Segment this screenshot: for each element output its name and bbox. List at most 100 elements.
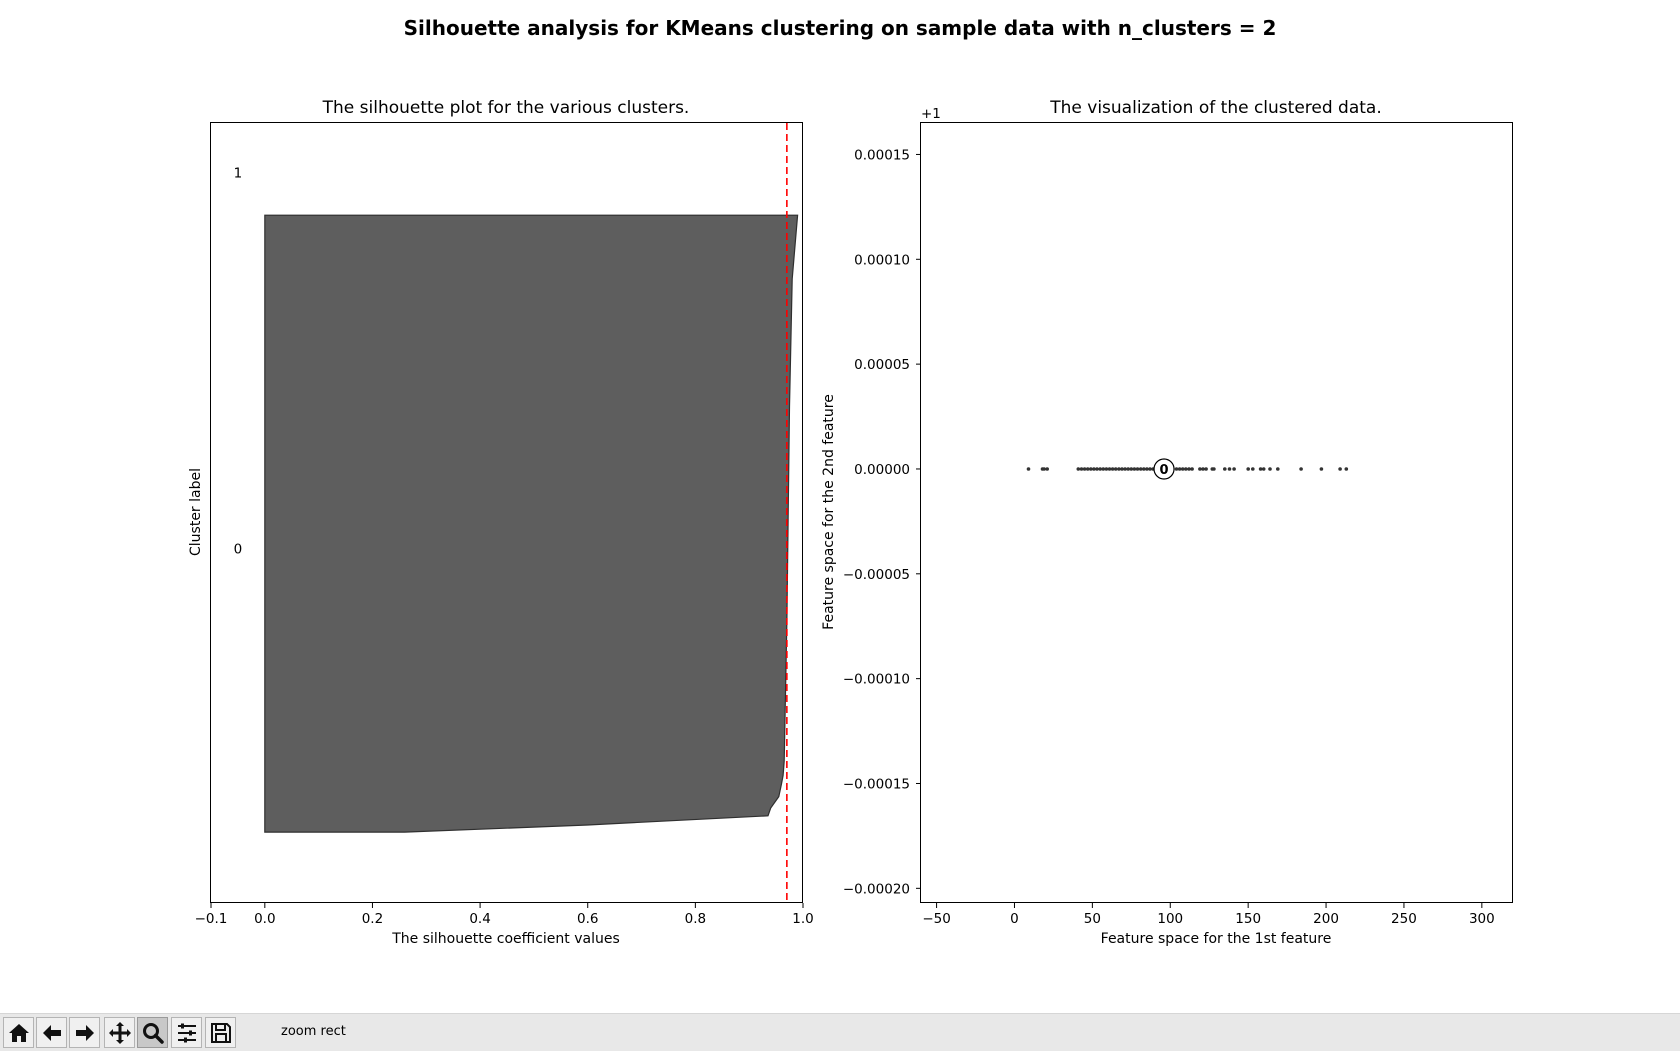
back-button[interactable] (36, 1017, 67, 1048)
data-point (1212, 467, 1216, 471)
cluster-scatter-ytick-label: −0.00015 (843, 776, 910, 792)
data-point (1042, 467, 1046, 471)
data-point (1251, 467, 1255, 471)
silhouette-plot-xtick-label: 0.4 (469, 911, 490, 927)
cluster-scatter-ylabel: Feature space for the 2nd feature (821, 394, 837, 630)
figure-suptitle: Silhouette analysis for KMeans clusterin… (404, 16, 1277, 40)
data-point (1026, 467, 1031, 471)
data-point (1082, 467, 1087, 471)
data-point (1180, 467, 1185, 471)
data-point (1079, 467, 1084, 471)
data-point (1190, 467, 1194, 471)
pan-button[interactable] (104, 1017, 135, 1048)
data-point (1198, 467, 1202, 471)
cluster-scatter-ytick-label: −0.00005 (843, 567, 910, 583)
save-button[interactable] (205, 1017, 236, 1048)
cluster-label-1: 1 (234, 166, 243, 182)
cluster-scatter-y-offset-text: +1 (921, 106, 941, 122)
silhouette-plot-xtick-label: −0.1 (195, 911, 228, 927)
data-point (1098, 467, 1102, 471)
data-point (1145, 467, 1149, 471)
data-point (1138, 467, 1143, 471)
data-point (1204, 467, 1208, 471)
navigation-toolbar: zoom rect (0, 1013, 1680, 1051)
data-point (1092, 467, 1096, 471)
arrow-left-icon (42, 1024, 61, 1041)
data-point (1232, 467, 1236, 471)
cluster-scatter-xtick-label: 150 (1235, 911, 1261, 927)
data-point (1184, 467, 1188, 471)
silhouette-plot-axes[interactable]: −0.1 0.0 0.2 0.4 0.6 0.8 1.0 0 1 The silhouette … (188, 98, 814, 947)
data-point (1344, 467, 1349, 471)
data-point (1104, 467, 1109, 471)
data-point (1089, 467, 1093, 471)
data-point (1268, 467, 1272, 471)
silhouette-plot-xtick-label: 1.0 (792, 911, 813, 927)
sliders-icon (177, 1023, 196, 1042)
data-point (1174, 467, 1179, 471)
data-point (1123, 467, 1127, 471)
cluster-center-label: 0 (1160, 463, 1169, 478)
cluster-scatter-xtick-label: 200 (1313, 911, 1339, 927)
data-point (1045, 467, 1049, 471)
cluster-scatter-title: The visualization of the clustered data. (1049, 98, 1382, 118)
data-point (1129, 467, 1134, 471)
forward-button[interactable] (69, 1017, 100, 1048)
cluster-label-0: 0 (234, 541, 243, 557)
save-icon (210, 1022, 231, 1043)
silhouette-plot-ylabel: Cluster label (188, 468, 204, 556)
data-point (1126, 467, 1130, 471)
cluster-scatter-ytick-label: −0.00020 (843, 881, 910, 897)
zoom-button[interactable] (137, 1017, 168, 1048)
cluster-scatter-ytick-label: 0.00015 (854, 147, 910, 163)
configure-subplots-button[interactable] (171, 1017, 202, 1048)
toolbar-message: zoom rect (281, 1024, 346, 1039)
silhouette-plot-xtick-label: 0.6 (577, 911, 598, 927)
silhouette-plot-frame (210, 122, 803, 903)
data-point (1117, 467, 1121, 471)
data-point (1299, 467, 1303, 471)
move-icon (108, 1021, 131, 1044)
cluster-scatter-frame (920, 122, 1513, 903)
cluster-scatter-ytick-label: 0.00005 (854, 357, 910, 373)
data-point (1338, 467, 1342, 471)
data-point (1223, 467, 1227, 471)
data-point (1113, 467, 1118, 471)
data-point (1110, 467, 1115, 471)
cluster-scatter-ytick-label: 0.00000 (854, 462, 910, 478)
figure: Silhouette analysis for KMeans clusterin… (188, 16, 1513, 947)
silhouette-fill-cluster-0 (264, 214, 799, 833)
data-point (1227, 467, 1232, 471)
silhouette-plot-xtick-label: 0.8 (685, 911, 706, 927)
data-point (1148, 467, 1152, 471)
data-point (1132, 467, 1137, 471)
silhouette-plot-xtick-label: 0.0 (254, 911, 275, 927)
data-point (1085, 467, 1090, 471)
cluster-center-marker (1153, 458, 1175, 480)
data-point (1319, 467, 1324, 471)
silhouette-plot-title: The silhouette plot for the various clus… (322, 98, 690, 118)
home-button[interactable] (3, 1017, 34, 1048)
data-point (1142, 467, 1146, 471)
data-point (1258, 467, 1263, 471)
data-point (1177, 467, 1182, 471)
zoom-icon (142, 1022, 164, 1044)
silhouette-plot-xlabel: The silhouette coefficient values (391, 931, 620, 947)
cluster-scatter-xtick-label: 0 (1010, 911, 1019, 927)
data-point (1120, 467, 1124, 471)
data-point (1261, 467, 1266, 471)
cluster-scatter-xtick-label: −50 (922, 911, 951, 927)
cluster-scatter-xtick-label: 50 (1084, 911, 1101, 927)
cluster-scatter-axes[interactable]: 0 −50 0 50 100 150 200 250 300 −0.00020 −0.00015 −… (821, 98, 1513, 947)
data-point (1201, 467, 1205, 471)
home-icon (8, 1023, 29, 1042)
cluster-scatter-xtick-label: 100 (1157, 911, 1183, 927)
cluster-scatter-xtick-label: 300 (1469, 911, 1495, 927)
data-point (1135, 467, 1140, 471)
data-point (1276, 467, 1280, 471)
data-point (1246, 467, 1250, 471)
cluster-scatter-ytick-label: 0.00010 (854, 252, 910, 268)
cluster-scatter-xtick-label: 250 (1391, 911, 1417, 927)
data-point (1095, 467, 1099, 471)
cluster-scatter-ytick-label: −0.00010 (843, 672, 910, 688)
